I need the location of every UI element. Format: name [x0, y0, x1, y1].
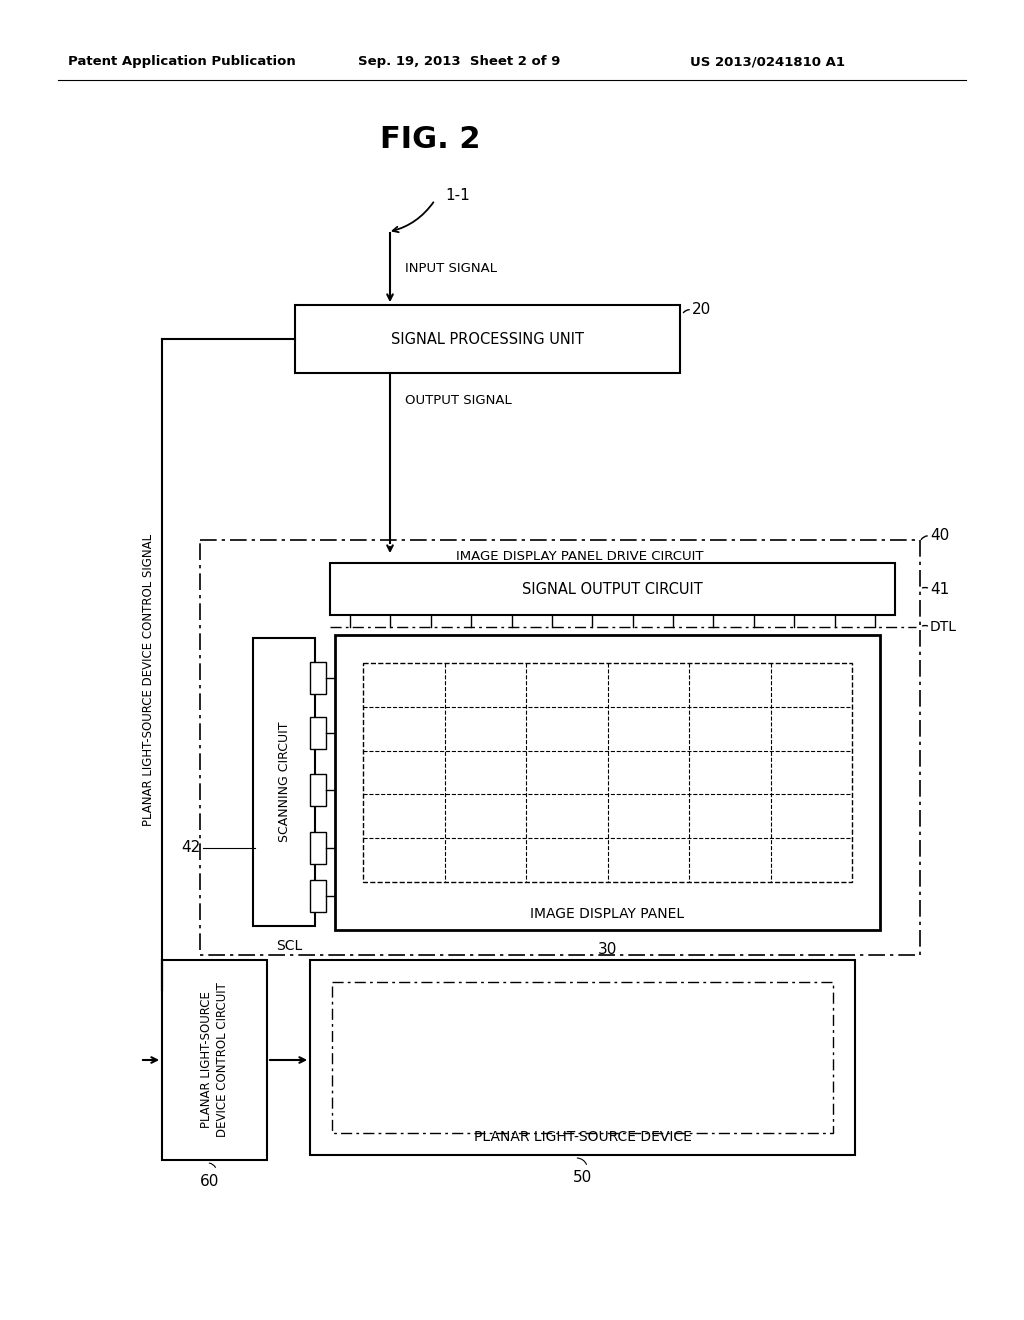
Text: INPUT SIGNAL: INPUT SIGNAL — [406, 261, 497, 275]
Bar — [200, 540, 920, 954]
Text: 40: 40 — [930, 528, 949, 543]
Text: 1-1: 1-1 — [445, 187, 470, 202]
Text: SIGNAL OUTPUT CIRCUIT: SIGNAL OUTPUT CIRCUIT — [522, 582, 702, 597]
Text: 20: 20 — [692, 302, 712, 318]
Text: 41: 41 — [930, 582, 949, 597]
Text: DTL: DTL — [930, 620, 957, 634]
Text: 50: 50 — [572, 1170, 592, 1184]
Bar — [253, 638, 315, 927]
Text: US 2013/0241810 A1: US 2013/0241810 A1 — [690, 55, 845, 69]
Text: PLANAR LIGHT-SOURCE
DEVICE CONTROL CIRCUIT: PLANAR LIGHT-SOURCE DEVICE CONTROL CIRCU… — [200, 982, 229, 1138]
Text: SCANNING CIRCUIT: SCANNING CIRCUIT — [278, 722, 291, 842]
Bar — [310, 832, 326, 865]
Text: 42: 42 — [181, 841, 200, 855]
Text: Patent Application Publication: Patent Application Publication — [68, 55, 296, 69]
Text: OUTPUT SIGNAL: OUTPUT SIGNAL — [406, 393, 512, 407]
Bar — [332, 982, 833, 1133]
Text: FIG. 2: FIG. 2 — [380, 125, 480, 154]
Bar — [335, 635, 880, 931]
Text: PLANAR LIGHT-SOURCE DEVICE CONTROL SIGNAL: PLANAR LIGHT-SOURCE DEVICE CONTROL SIGNA… — [141, 533, 155, 826]
Bar — [310, 663, 326, 694]
Bar — [310, 717, 326, 748]
Text: SCL: SCL — [275, 939, 302, 953]
Text: Sep. 19, 2013  Sheet 2 of 9: Sep. 19, 2013 Sheet 2 of 9 — [358, 55, 560, 69]
Text: SIGNAL PROCESSING UNIT: SIGNAL PROCESSING UNIT — [391, 331, 584, 346]
Bar — [310, 774, 326, 807]
Text: IMAGE DISPLAY PANEL DRIVE CIRCUIT: IMAGE DISPLAY PANEL DRIVE CIRCUIT — [457, 550, 703, 564]
Bar — [310, 880, 326, 912]
Text: 30: 30 — [598, 942, 617, 957]
Text: IMAGE DISPLAY PANEL: IMAGE DISPLAY PANEL — [530, 907, 685, 921]
Bar — [330, 564, 895, 615]
Bar — [162, 960, 267, 1160]
Bar — [362, 663, 852, 882]
Bar — [295, 305, 680, 374]
Text: 60: 60 — [200, 1175, 219, 1189]
Text: PLANAR LIGHT-SOURCE DEVICE: PLANAR LIGHT-SOURCE DEVICE — [473, 1130, 691, 1144]
Bar — [310, 960, 855, 1155]
